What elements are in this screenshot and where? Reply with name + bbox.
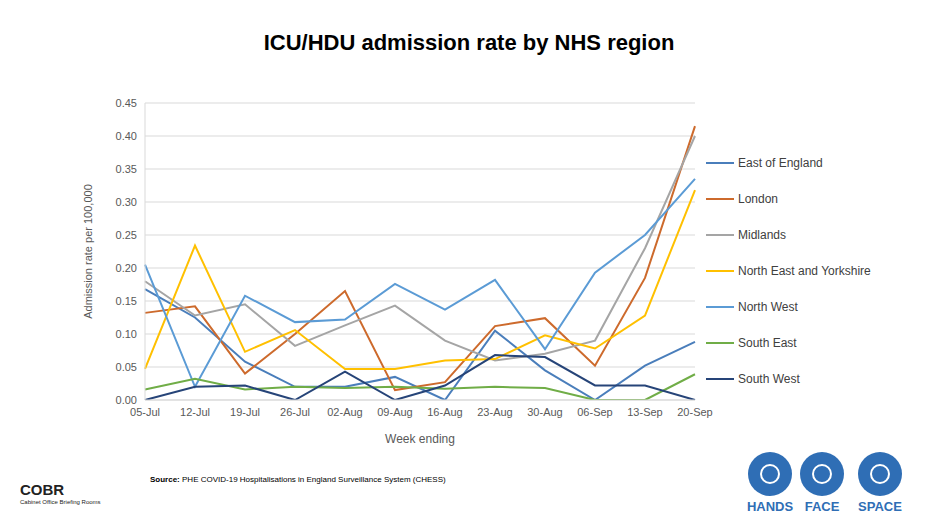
svg-text:13-Sep: 13-Sep: [627, 406, 662, 418]
svg-text:19-Jul: 19-Jul: [230, 406, 260, 418]
svg-text:16-Aug: 16-Aug: [427, 406, 462, 418]
svg-text:26-Jul: 26-Jul: [280, 406, 310, 418]
svg-text:09-Aug: 09-Aug: [377, 406, 412, 418]
svg-text:0.35: 0.35: [116, 163, 137, 175]
svg-text:05-Jul: 05-Jul: [130, 406, 160, 418]
html-text:Midlands: Midlands: [738, 228, 786, 242]
svg-text:FACE: FACE: [805, 499, 840, 514]
html-text:London: London: [738, 192, 778, 206]
html-text:Source: PHE COVID-19 Hospitali: Source: PHE COVID-19 Hospitalisations in…: [150, 475, 446, 484]
svg-text:Week ending: Week ending: [385, 432, 455, 446]
html-text:South West: South West: [738, 372, 800, 386]
svg-text:0.10: 0.10: [116, 328, 137, 340]
svg-text:0.40: 0.40: [116, 130, 137, 142]
html-text:North East and Yorkshire: North East and Yorkshire: [738, 264, 871, 278]
svg-text:Admission rate per 100,000: Admission rate per 100,000: [82, 184, 94, 319]
html-text:North West: North West: [738, 300, 798, 314]
svg-text:23-Aug: 23-Aug: [477, 406, 512, 418]
html-text:Cabinet Office Briefing Rooms: Cabinet Office Briefing Rooms: [20, 499, 101, 505]
svg-text:12-Jul: 12-Jul: [180, 406, 210, 418]
svg-text:30-Aug: 30-Aug: [527, 406, 562, 418]
svg-text:0.30: 0.30: [116, 196, 137, 208]
svg-text:20-Sep: 20-Sep: [677, 406, 712, 418]
svg-text:06-Sep: 06-Sep: [577, 406, 612, 418]
html-text:ICU/HDU admission rate by NHS: ICU/HDU admission rate by NHS region: [263, 30, 675, 55]
svg-text:HANDS: HANDS: [747, 499, 794, 514]
svg-text:0.25: 0.25: [116, 229, 137, 241]
svg-text:0.00: 0.00: [116, 394, 137, 406]
html-text:East of England: East of England: [738, 156, 823, 170]
svg-text:SPACE: SPACE: [858, 499, 902, 514]
svg-text:0.20: 0.20: [116, 262, 137, 274]
svg-text:0.05: 0.05: [116, 361, 137, 373]
svg-text:0.45: 0.45: [116, 97, 137, 109]
html-text:South East: South East: [738, 336, 797, 350]
html-text:COBR: COBR: [20, 481, 65, 498]
svg-text:02-Aug: 02-Aug: [327, 406, 362, 418]
svg-text:0.15: 0.15: [116, 295, 137, 307]
